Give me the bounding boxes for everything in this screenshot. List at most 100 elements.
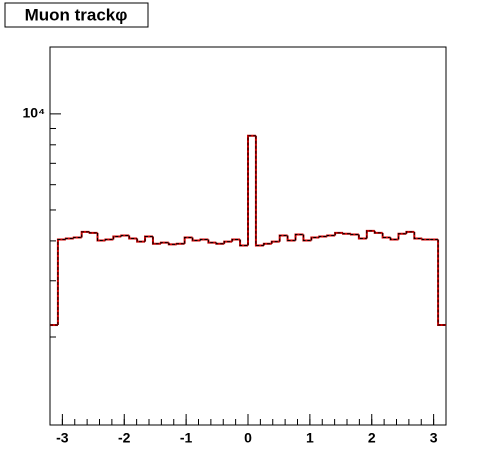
bin-line-overlay <box>310 236 320 241</box>
bin-line-overlay <box>279 234 288 242</box>
histogram-bin <box>247 134 256 246</box>
bin-line-overlay <box>112 235 122 240</box>
x-tick-label: 1 <box>306 430 314 446</box>
chart-title: Muon trackφ <box>25 5 128 24</box>
histogram-bin <box>318 235 328 238</box>
bin-line-overlay <box>318 235 328 238</box>
histogram-bin <box>397 232 407 240</box>
histogram-bin <box>294 233 304 241</box>
bin-line-overlay <box>184 236 193 244</box>
histogram-bin <box>421 238 431 241</box>
bin-line-overlay <box>144 235 153 242</box>
histogram-bin <box>72 236 82 239</box>
bin-line-overlay <box>192 237 201 242</box>
bin-line-overlay <box>160 242 169 244</box>
x-tick-label: 0 <box>244 430 252 446</box>
bin-line-overlay <box>120 234 130 237</box>
bin-line-overlay <box>136 238 146 243</box>
bin-line-overlay <box>342 232 351 235</box>
histogram-bin <box>405 230 415 234</box>
x-tick-label: 3 <box>430 430 438 446</box>
histogram-bin <box>437 239 446 327</box>
bin-line-overlay <box>223 241 233 244</box>
histogram-bin <box>334 231 344 236</box>
histogram-bin <box>413 231 423 240</box>
x-tick-label: -1 <box>180 430 193 446</box>
bin-line-overlay <box>287 235 296 242</box>
histogram-bin <box>104 238 114 241</box>
bin-line-overlay <box>239 239 248 246</box>
bin-line-overlay <box>334 232 344 236</box>
histogram-bin <box>167 242 177 246</box>
bin-line-overlay <box>168 242 177 245</box>
histogram-bin <box>88 231 98 234</box>
histogram-bin <box>231 238 241 242</box>
histogram-bin <box>199 238 209 241</box>
bin-line-overlay <box>97 232 106 242</box>
bin-line-overlay <box>295 233 304 241</box>
bin-line-overlay <box>215 242 225 245</box>
bin-line-overlay <box>390 237 399 241</box>
bin-line-overlay <box>255 135 264 246</box>
histogram-bin <box>373 230 383 234</box>
bin-line-overlay <box>247 135 256 246</box>
histogram-bin <box>389 237 399 241</box>
histogram-bin <box>254 135 264 247</box>
histogram-bin <box>223 240 233 244</box>
bin-line-overlay <box>81 231 90 238</box>
bin-line-overlay <box>89 231 98 234</box>
bin-line-overlay <box>207 239 217 244</box>
histogram-bin <box>136 238 146 243</box>
bin-line-overlay <box>350 233 359 235</box>
histogram-bin <box>365 229 375 239</box>
histogram-bin <box>215 242 225 245</box>
x-tick-label: 2 <box>368 430 376 446</box>
bin-line-overlay <box>263 243 272 246</box>
bin-line-overlay <box>437 239 446 326</box>
histogram-bin <box>302 234 312 242</box>
bin-line-overlay <box>271 241 280 244</box>
histogram-bin <box>278 234 288 242</box>
x-tick-label: -3 <box>56 430 69 446</box>
bin-line-overlay <box>397 233 407 240</box>
histogram-bin <box>96 232 106 242</box>
histogram-bin <box>80 230 90 238</box>
histogram-bin <box>239 239 248 247</box>
bin-line-overlay <box>382 232 391 238</box>
histogram-bin <box>357 234 367 240</box>
histogram-bin <box>56 238 66 326</box>
histogram-bin <box>262 242 272 246</box>
bin-line-overlay <box>366 230 375 239</box>
histogram-bin <box>120 234 130 237</box>
bin-line-overlay <box>413 231 423 239</box>
bin-line-overlay <box>231 239 241 242</box>
bin-line-overlay <box>405 231 415 234</box>
bin-line-overlay <box>326 234 336 237</box>
bin-line-overlay <box>128 235 138 239</box>
title-box <box>4 2 149 28</box>
histogram-bin <box>151 236 161 245</box>
bin-line-overlay <box>152 236 161 245</box>
histogram-bin <box>381 232 391 239</box>
histogram-bin <box>310 236 320 241</box>
bin-line-overlay <box>421 238 431 241</box>
bin-line-overlay <box>104 239 114 241</box>
bin-line-overlay <box>374 230 383 234</box>
histogram-bin <box>128 235 138 240</box>
bin-line-overlay <box>65 237 74 240</box>
histogram-bin <box>64 237 74 240</box>
histogram-bin <box>144 235 153 242</box>
histogram-bin <box>159 241 169 244</box>
histogram-bin <box>349 233 359 236</box>
bin-line-overlay <box>302 234 312 242</box>
x-tick-label: -2 <box>118 430 131 446</box>
histogram-bin <box>175 242 185 245</box>
y-tick-label: 10⁴ <box>23 105 46 121</box>
histogram-bin <box>270 240 280 244</box>
bin-line-overlay <box>176 243 185 245</box>
histogram-bin <box>183 236 193 244</box>
histogram-bin <box>112 235 122 240</box>
histogram-bin <box>207 239 217 244</box>
histogram-bin <box>191 237 201 242</box>
